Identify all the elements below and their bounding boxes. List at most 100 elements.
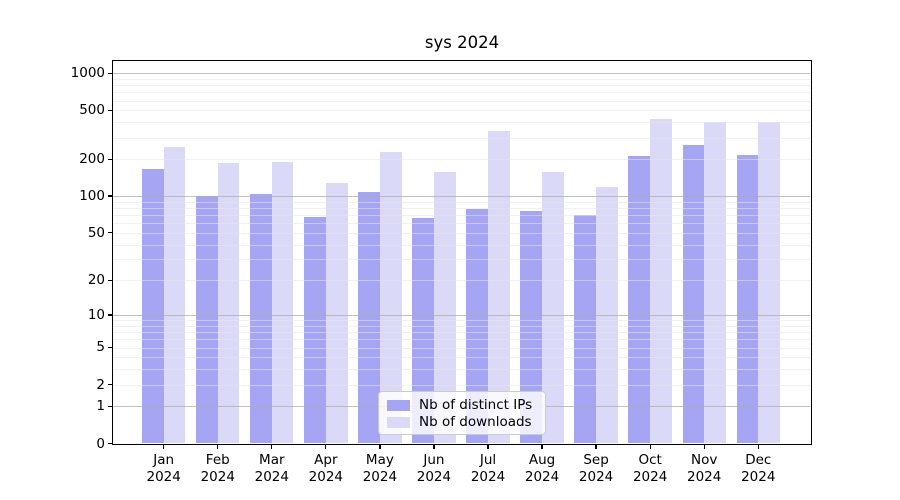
bar-distinct-ips-nov: [682, 145, 705, 444]
gridline-minor: [113, 78, 810, 80]
x-tick: [649, 445, 651, 449]
y-tick: [108, 405, 112, 407]
gridline-minor: [113, 357, 810, 359]
y-tick: [108, 72, 112, 74]
y-tick: [108, 232, 112, 234]
bar-distinct-ips-sep: [574, 215, 597, 444]
gridline-minor: [113, 137, 810, 139]
x-tick-label: Oct 2024: [632, 452, 668, 485]
x-tick-label: Mar 2024: [254, 452, 289, 485]
y-tick-label: 5: [96, 339, 105, 356]
legend-item-downloads: Nb of downloads: [387, 414, 537, 430]
legend-swatch-distinct-ips: [387, 399, 410, 411]
y-tick-label: 0: [96, 435, 105, 452]
x-tick-label: Aug 2024: [524, 452, 560, 485]
y-tick: [108, 383, 112, 386]
gridline-minor: [113, 244, 810, 246]
gridline-minor: [113, 85, 810, 87]
bar-downloads-may: [379, 152, 402, 444]
bar-downloads-feb: [217, 163, 240, 444]
gridline-major: [113, 196, 810, 198]
gridline-minor: [113, 232, 810, 234]
bar-distinct-ips-may: [358, 191, 380, 444]
y-tick: [108, 109, 112, 111]
legend-label-distinct-ips: Nb of distinct IPs: [419, 397, 533, 413]
x-tick-label: Jun 2024: [416, 452, 452, 485]
y-tick-label: 20: [87, 272, 105, 289]
bar-downloads-apr: [325, 183, 348, 444]
x-tick: [217, 445, 219, 449]
x-tick-label: Feb 2024: [200, 452, 235, 485]
y-tick: [108, 195, 112, 197]
gridline-minor: [113, 201, 810, 203]
y-tick-label: 1000: [70, 65, 105, 82]
x-tick: [487, 445, 489, 449]
bar-downloads-nov: [704, 122, 726, 444]
bar-downloads-jun: [433, 171, 456, 444]
bar-downloads-jul: [488, 131, 510, 444]
x-tick: [433, 445, 435, 449]
gridline-minor: [113, 259, 810, 261]
bar-downloads-mar: [271, 161, 294, 444]
y-tick: [108, 314, 112, 316]
bar-distinct-ips-jun: [412, 218, 434, 444]
y-tick: [108, 346, 112, 349]
x-tick-label: Dec 2024: [741, 452, 776, 485]
x-tick: [757, 445, 759, 449]
x-tick-label: Jan 2024: [146, 452, 181, 485]
x-tick: [379, 445, 381, 449]
x-tick-label: May 2024: [362, 452, 398, 485]
y-tick-label: 2: [96, 376, 105, 393]
gridline-major: [113, 73, 810, 75]
y-tick-label: 10: [87, 306, 105, 323]
gridline-minor: [113, 122, 810, 124]
y-tick-label: 200: [79, 151, 105, 168]
bar-distinct-ips-dec: [736, 155, 759, 444]
gridline-minor: [113, 100, 810, 102]
gridline-minor: [113, 208, 810, 209]
gridline-minor: [113, 347, 810, 349]
x-tick: [703, 445, 705, 449]
bar-distinct-ips-jan: [142, 169, 164, 444]
gridline-minor: [113, 92, 810, 94]
x-tick-label: Apr 2024: [308, 452, 344, 485]
bar-distinct-ips-apr: [304, 217, 326, 444]
legend: Nb of distinct IPs Nb of downloads: [378, 391, 546, 435]
x-tick: [271, 445, 273, 449]
x-tick: [595, 445, 597, 449]
gridline-minor: [113, 110, 810, 112]
gridline-minor: [113, 325, 810, 327]
gridline-minor: [113, 159, 810, 161]
x-tick: [163, 445, 165, 449]
x-tick-label: Jul 2024: [470, 452, 506, 485]
gridline-minor: [113, 369, 810, 371]
y-tick: [108, 158, 112, 160]
bar-distinct-ips-oct: [628, 155, 651, 444]
bar-distinct-ips-mar: [250, 194, 272, 444]
y-tick-label: 50: [87, 224, 105, 241]
legend-item-distinct-ips: Nb of distinct IPs: [387, 397, 537, 413]
y-tick-label: 1: [96, 398, 105, 415]
x-tick: [325, 445, 327, 449]
bar-downloads-aug: [542, 172, 564, 444]
gridline-minor: [113, 223, 810, 225]
x-tick-label: Nov 2024: [687, 452, 722, 485]
gridline-major: [113, 315, 810, 316]
y-tick: [108, 279, 112, 281]
gridline-minor: [113, 320, 810, 322]
bar-distinct-ips-feb: [196, 196, 218, 444]
bar-downloads-jan: [163, 146, 186, 444]
gridline-minor: [113, 384, 810, 386]
legend-label-downloads: Nb of downloads: [419, 414, 532, 430]
gridline-minor: [113, 280, 810, 282]
gridline-minor: [113, 215, 810, 216]
y-tick-label: 500: [79, 102, 105, 119]
y-tick: [108, 442, 112, 445]
chart-title: sys 2024: [424, 33, 500, 52]
y-tick-label: 100: [79, 188, 105, 205]
gridline-minor: [113, 339, 810, 341]
x-tick-label: Sep 2024: [578, 452, 614, 485]
legend-swatch-downloads: [387, 416, 410, 428]
gridline-minor: [113, 332, 810, 333]
